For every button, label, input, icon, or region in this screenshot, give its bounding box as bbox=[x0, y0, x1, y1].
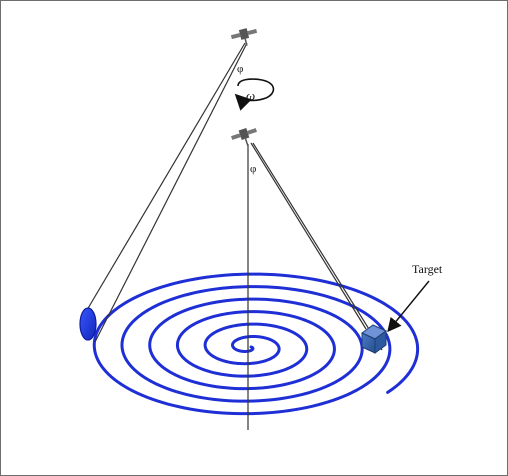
upper-satellite-icon bbox=[230, 28, 258, 46]
spiral-scan-path bbox=[92, 272, 420, 416]
rotation-arrow-icon bbox=[234, 78, 275, 111]
lower-phi-label: φ bbox=[250, 163, 256, 175]
target-pointer-arrow bbox=[387, 280, 430, 333]
upper-phi-label: φ bbox=[237, 63, 243, 75]
sensor-footprint-ellipse-icon bbox=[79, 307, 97, 341]
lower-beam-line-right bbox=[252, 142, 383, 351]
upper-beam-line-right bbox=[94, 42, 248, 343]
upper-beam-line-left bbox=[86, 42, 246, 311]
lower-satellite-icon bbox=[231, 128, 257, 146]
omega-label: ω bbox=[246, 88, 255, 103]
target-label: Target bbox=[412, 262, 443, 276]
target-cube-icon bbox=[361, 324, 387, 354]
lower-beam-line-left bbox=[250, 142, 367, 330]
